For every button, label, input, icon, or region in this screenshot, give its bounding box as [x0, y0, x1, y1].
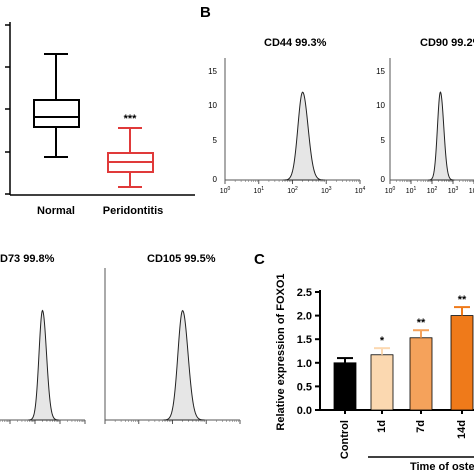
bar	[409, 337, 433, 411]
bar-chart-panel: Relative expression of FOXO1 Time of ost…	[275, 273, 474, 473]
bar-category-label: 1d	[376, 420, 388, 433]
histogram-x-tick-label: 102	[287, 186, 298, 195]
boxplot-significance: ***	[124, 113, 138, 125]
histogram-title: D73 99.8%	[0, 253, 55, 265]
boxplot-peridontitis	[107, 127, 154, 188]
bar-chart-y-tick-label: 2.5	[297, 287, 312, 299]
bar	[333, 362, 357, 411]
histogram-peak	[163, 309, 205, 421]
histogram-x-tick-label: 101	[253, 186, 264, 195]
histogram-title: CD44 99.3%	[264, 37, 327, 49]
boxplot-category-peridontitis: Peridontitis	[103, 205, 164, 217]
histogram-y-tick: 5	[381, 136, 386, 145]
bar-category-label: Control	[339, 420, 351, 459]
histogram-y-tick: 10	[208, 101, 217, 110]
histogram-cd44: CD44 99.3% 15 10 5 0 100 101 102 103 104	[208, 37, 365, 195]
bar-chart-y-tick-label: 0.5	[297, 381, 312, 393]
bar-category-label: 14d	[456, 420, 468, 439]
bar	[370, 354, 394, 411]
bar-chart-y-tick-label: 1.0	[297, 358, 312, 370]
panel-label-c: C	[254, 251, 265, 268]
bar-chart-x-label: Time of osteogenic	[410, 461, 474, 473]
bar-chart-y-tick-label: 0.0	[297, 405, 312, 417]
histogram-x-tick-label: 103	[448, 186, 459, 195]
histogram-y-tick: 0	[213, 175, 218, 184]
histogram-y-tick: 0	[381, 175, 386, 184]
histogram-title: CD105 99.5%	[147, 253, 216, 265]
boxplot-normal	[33, 53, 80, 158]
boxplot-panel: *** Normal Peridontitis	[5, 22, 195, 217]
bar-chart-y-tick-label: 2.0	[297, 311, 312, 323]
histogram-x-tick-label: 104	[355, 186, 366, 195]
boxplot-category-normal: Normal	[37, 205, 75, 217]
histogram-y-tick: 15	[376, 67, 385, 76]
bar-significance: *	[380, 335, 385, 347]
bar-category-label: 7d	[415, 420, 427, 433]
histogram-x-tick-label: 102	[427, 186, 438, 195]
histogram-title: CD90 99.2%	[420, 37, 474, 49]
histogram-x-tick-label: 104	[469, 186, 474, 195]
bar-chart-y-tick-label: 1.5	[297, 334, 312, 346]
histogram-x-tick-label: 100	[220, 186, 231, 195]
histogram-cd105: CD105 99.5%	[104, 253, 241, 424]
histogram-x-tick-label: 100	[385, 186, 396, 195]
histogram-peak	[283, 91, 325, 181]
histogram-cd90: CD90 99.2% 15 10 5 0 100 101 102 103 104	[376, 37, 474, 195]
bar	[450, 315, 474, 411]
histogram-y-tick: 15	[208, 67, 217, 76]
histogram-peak	[428, 91, 455, 181]
panel-label-b: B	[200, 4, 211, 21]
histogram-x-tick-label: 101	[406, 186, 417, 195]
bar-chart-y-label: Relative expression of FOXO1	[275, 273, 287, 430]
histogram-y-tick: 10	[376, 101, 385, 110]
histogram-cd73: D73 99.8%	[0, 253, 86, 424]
bar-significance: **	[458, 294, 467, 306]
histogram-y-tick: 5	[213, 136, 218, 145]
bar-significance: **	[417, 317, 426, 329]
histogram-peak	[28, 309, 60, 421]
histogram-x-tick-label: 103	[321, 186, 332, 195]
